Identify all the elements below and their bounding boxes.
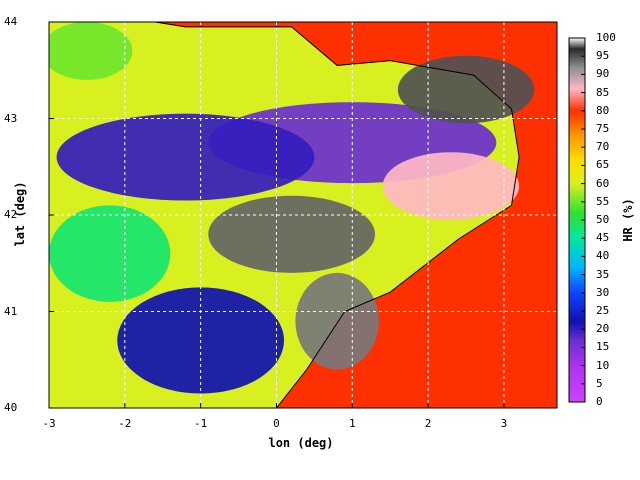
y-tick-label: 44	[4, 15, 18, 28]
colorbar-tick-label: 100	[596, 31, 616, 44]
x-tick-label: 3	[500, 417, 508, 430]
x-tick-label: 1	[348, 417, 356, 430]
colorbar-tick-label: 0	[596, 395, 603, 408]
colorbar-tick-label: 40	[596, 249, 610, 263]
x-tick-label: 0	[273, 417, 280, 430]
field-region-nw-green	[49, 22, 133, 80]
y-tick-label: 42	[4, 208, 18, 221]
colorbar-tick-label: 55	[596, 194, 610, 208]
x-tick-label: -1	[194, 417, 208, 430]
y-tick-label: 43	[4, 111, 18, 125]
colorbar-tick-label: 65	[596, 158, 610, 172]
colorbar-tick-label: 95	[596, 49, 610, 63]
field-region-pyrenees-west	[56, 113, 315, 201]
colorbar-tick-label: 25	[596, 304, 610, 317]
field-region-coast-saturated	[295, 272, 379, 370]
colorbar-tick-label: 45	[596, 231, 610, 245]
colorbar-tick-label: 60	[596, 176, 610, 190]
field-region-w-green	[49, 205, 171, 302]
field-region-ebro-saturated	[208, 195, 376, 273]
colorbar-tick-label: 10	[596, 358, 610, 372]
y-tick-label: 41	[4, 304, 18, 318]
colorbar-tick-label: 90	[596, 67, 610, 81]
field-region-ne-saturated	[397, 55, 535, 124]
colorbar-tick-label: 35	[596, 267, 610, 281]
coastline	[49, 22, 520, 408]
tick-marks	[48, 21, 585, 409]
colorbar-tick-label: 85	[596, 85, 610, 99]
colorbar-tick-label: 75	[596, 122, 610, 135]
x-tick-label: -2	[118, 417, 132, 430]
x-tick-label: -3	[42, 417, 56, 430]
y-tick-label: 40	[4, 401, 18, 414]
colorbar-tick-label: 5	[596, 376, 603, 390]
x-axis-label: lon (deg)	[268, 436, 334, 450]
field-region-catalonia-pink	[382, 152, 520, 220]
y-axis-label: lat (deg)	[13, 181, 27, 247]
colorbar-tick-label: 80	[596, 103, 610, 117]
colorbar-tick-label: 15	[596, 340, 610, 354]
colorbar-label: HR (%)	[621, 198, 635, 242]
relative-humidity-map	[49, 22, 557, 408]
colorbar-tick-label: 70	[596, 140, 610, 154]
colorbar-tick-label: 50	[596, 213, 610, 226]
x-tick-label: 2	[424, 417, 432, 430]
colorbar-tick-label: 30	[596, 285, 610, 299]
colorbar-tick-label: 20	[596, 322, 610, 336]
